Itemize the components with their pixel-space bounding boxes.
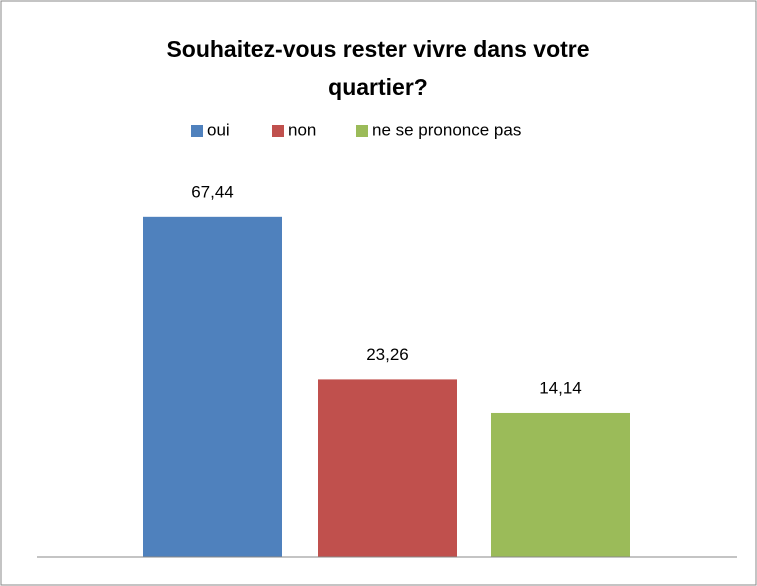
- legend-label: ne se prononce pas: [372, 120, 521, 139]
- legend-label: non: [288, 120, 316, 139]
- legend-swatch: [191, 125, 203, 137]
- legend-label: oui: [207, 120, 230, 139]
- chart-title: Souhaitez-vous rester vivre dans votre q…: [166, 36, 590, 100]
- legend-swatch: [272, 125, 284, 137]
- data-label: 14,14: [539, 378, 582, 397]
- bar: [143, 216, 282, 557]
- data-label: 23,26: [366, 345, 409, 364]
- data-label: 67,44: [191, 182, 234, 201]
- legend-swatch: [356, 125, 368, 137]
- bar: [491, 412, 630, 557]
- bar: [318, 379, 457, 557]
